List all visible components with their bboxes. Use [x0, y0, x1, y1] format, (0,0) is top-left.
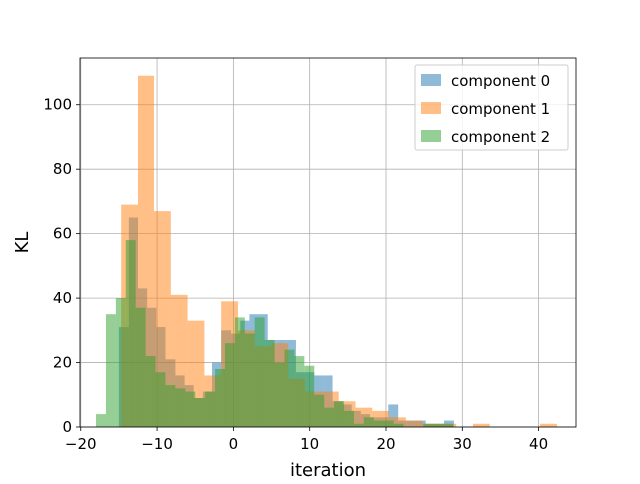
histogram-bar	[135, 307, 146, 427]
histogram-bar	[472, 423, 490, 427]
histogram-bar	[215, 368, 225, 427]
histogram-bar	[274, 362, 285, 427]
histogram-bar	[96, 414, 106, 427]
histogram-bar	[284, 349, 295, 427]
histogram-bar	[389, 417, 406, 427]
y-tick-label: 60	[53, 225, 72, 243]
histogram-bar	[294, 356, 305, 427]
histogram-bar	[383, 420, 394, 427]
histogram-bar	[324, 407, 335, 427]
x-tick-label: 40	[529, 435, 548, 453]
y-tick-label: 100	[43, 96, 72, 114]
y-tick-label: 40	[53, 289, 72, 307]
histogram-bar	[353, 423, 364, 427]
legend-label: component 1	[451, 100, 550, 118]
y-tick-label: 0	[62, 418, 72, 436]
histogram-bar	[423, 423, 434, 427]
legend-items: component 0 component 1 component 2	[421, 72, 550, 146]
series-2-bars	[96, 240, 454, 427]
axis-ticks: −20 −10 0 10 20 30 40 0 20 40 60 80 100	[43, 96, 548, 453]
y-axis-label: KL	[12, 232, 33, 254]
plot-frame	[79, 57, 577, 428]
legend-label: component 2	[451, 128, 550, 146]
x-tick-label: 0	[229, 435, 239, 453]
histogram-bar	[175, 388, 186, 427]
histogram-bar	[145, 356, 156, 427]
histogram-bar	[405, 420, 423, 427]
histogram-bar	[264, 339, 275, 427]
histogram-bar	[224, 343, 235, 427]
y-tick-label: 20	[53, 354, 72, 372]
histogram-bar	[195, 397, 206, 427]
histogram-bar	[393, 423, 404, 427]
histogram-bar	[244, 333, 255, 427]
histogram-bar	[344, 410, 354, 427]
histogram-bar	[205, 391, 216, 427]
histogram-bar	[363, 417, 374, 427]
x-tick-label: −10	[141, 435, 173, 453]
x-axis-label: iteration	[290, 460, 366, 480]
histogram-bar	[125, 240, 136, 427]
histogram-bar	[334, 401, 345, 427]
histogram-bars	[96, 75, 557, 428]
histogram-bar	[165, 385, 176, 427]
x-tick-label: −20	[65, 435, 97, 453]
x-tick-label: 30	[453, 435, 472, 453]
x-tick-label: 10	[300, 435, 319, 453]
legend-swatch	[421, 74, 441, 86]
histogram-bar	[540, 423, 557, 427]
histogram-bar	[433, 423, 444, 427]
legend: component 0 component 1 component 2	[414, 64, 569, 151]
histogram-bar	[388, 404, 399, 427]
histogram-bar	[304, 365, 315, 427]
legend-swatch	[421, 102, 441, 114]
legend-swatch	[421, 130, 441, 142]
histogram-bar	[254, 317, 265, 427]
histogram-bar	[115, 298, 126, 427]
histogram-bar	[234, 317, 245, 427]
x-tick-label: 20	[376, 435, 395, 453]
histogram-bar	[155, 372, 166, 427]
histogram-bar	[314, 394, 325, 427]
histogram-bar	[443, 423, 454, 427]
legend-label: component 0	[451, 72, 550, 90]
histogram-bar	[185, 391, 196, 427]
histogram-bar	[105, 314, 116, 427]
legend-box	[414, 64, 569, 151]
histogram-bar	[373, 420, 384, 427]
y-tick-label: 80	[53, 160, 72, 178]
